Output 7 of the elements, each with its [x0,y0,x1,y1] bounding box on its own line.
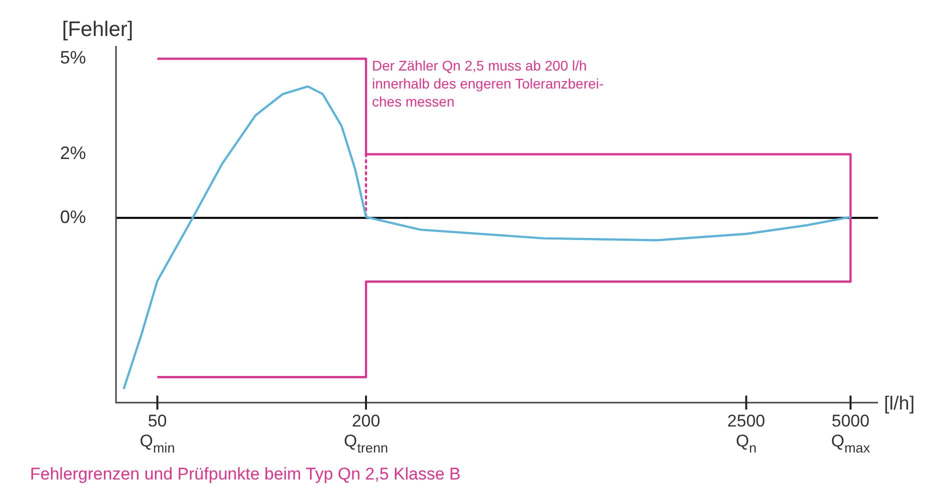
text: Fehlergrenzen und Prüfpunkte beim Typ Qn 2,5 Klasse B [30,464,461,484]
x-axis-title: [l/h] [884,394,915,415]
y-axis-title: [Fehler] [62,18,134,41]
y-tick-label: 0% [60,206,86,227]
annotation: Der Zähler Qn 2,5 muss ab 200 l/h innerhalb des engeren Toleranzberei- ches messen [372,58,604,110]
y-tick-label: 2% [60,143,86,164]
y-tick-label: 5% [60,48,86,68]
